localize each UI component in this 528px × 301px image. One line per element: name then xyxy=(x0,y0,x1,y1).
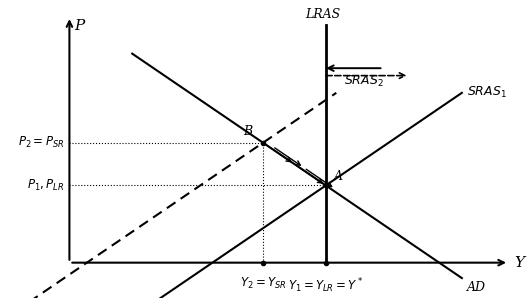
Text: $Y_1 = Y_{LR} = Y^*$: $Y_1 = Y_{LR} = Y^*$ xyxy=(288,276,363,295)
Text: B: B xyxy=(243,125,252,138)
Text: $Y_2 = Y_{SR}$: $Y_2 = Y_{SR}$ xyxy=(240,276,286,291)
Text: $P_2 = P_{SR}$: $P_2 = P_{SR}$ xyxy=(18,135,64,150)
Text: $SRAS_1$: $SRAS_1$ xyxy=(467,85,507,101)
Text: $P_1, P_{LR}$: $P_1, P_{LR}$ xyxy=(27,178,64,193)
Text: Y: Y xyxy=(514,256,524,270)
Text: $SRAS_2$: $SRAS_2$ xyxy=(344,73,384,88)
Text: A: A xyxy=(334,169,343,182)
Text: AD: AD xyxy=(467,281,486,294)
Text: P: P xyxy=(74,19,85,33)
Text: LRAS: LRAS xyxy=(306,8,341,21)
